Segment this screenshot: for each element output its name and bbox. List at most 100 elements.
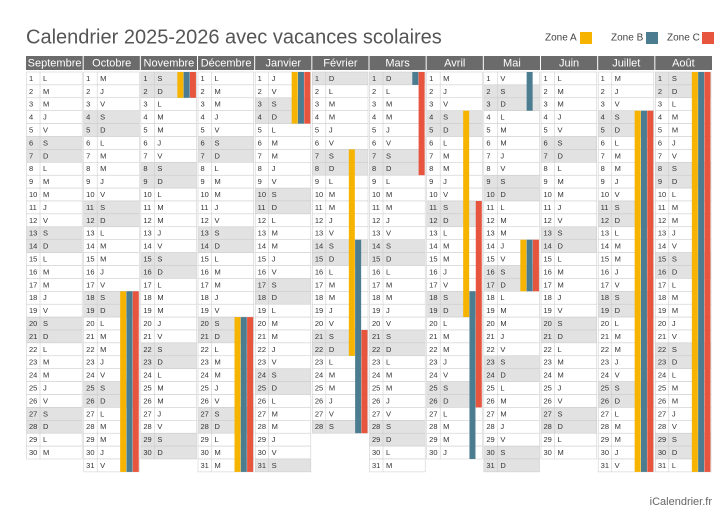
day-number: 3 [86,100,90,109]
day-number: 26 [601,396,609,405]
title: Calendrier 2025-2026 avec vacances scola… [26,26,442,48]
day-number: 26 [544,396,552,405]
weekday: D [672,358,678,367]
weekday: M [386,203,392,212]
day-number: 18 [86,293,94,302]
weekday: L [386,448,390,457]
weekday: D [215,242,221,251]
day-number: 4 [658,113,662,122]
weekday: M [100,74,106,83]
vacation-bar [532,239,539,292]
weekday: V [100,371,105,380]
weekday: M [558,448,564,457]
day-number: 7 [372,151,376,160]
weekday: V [100,280,105,289]
day-number: 21 [486,332,494,341]
day-number: 26 [143,396,151,405]
day-number: 5 [258,126,262,135]
day-number: 11 [601,203,609,212]
weekday: D [386,164,392,173]
weekday: D [615,306,621,315]
day-number: 3 [143,100,147,109]
vacation-bar [412,72,419,85]
weekday: J [443,358,447,367]
weekday: J [272,164,276,173]
day-number: 28 [315,422,323,431]
weekday: J [672,409,676,418]
day-number: 5 [486,126,490,135]
vacation-bar [361,330,368,434]
weekday: M [386,293,392,302]
weekday: J [100,87,104,96]
day-number: 28 [29,422,37,431]
weekday: S [43,319,48,328]
day-cell [197,174,254,189]
weekday: V [672,242,677,251]
day-cell [26,149,83,163]
weekday: V [386,319,391,328]
weekday: M [157,216,163,225]
day-number: 2 [315,87,319,96]
day-number: 29 [429,435,437,444]
weekday: M [272,151,278,160]
weekday: M [272,242,278,251]
weekday: M [100,255,106,264]
weekday: V [615,100,620,109]
day-number: 28 [429,422,437,431]
weekday: D [672,267,678,276]
day-cell [83,110,140,124]
weekday: S [215,229,220,238]
weekday: J [672,138,676,147]
day-number: 9 [86,177,90,186]
day-number: 22 [143,345,151,354]
weekday: L [672,461,676,470]
month-name: Avril [444,57,465,69]
day-number: 1 [143,74,147,83]
weekday: D [272,293,278,302]
weekday: M [215,190,221,199]
day-cell [26,97,83,111]
weekday: M [215,100,221,109]
day-cell [483,136,540,150]
day-cell [426,123,483,137]
weekday: D [558,151,564,160]
weekday: M [215,87,221,96]
weekday: J [215,293,219,302]
day-number: 27 [86,409,94,418]
day-number: 10 [544,190,552,199]
day-number: 10 [486,190,494,199]
weekday: M [558,190,564,199]
day-cell [312,97,369,111]
day-cell [426,136,483,150]
weekday: M [329,384,335,393]
day-number: 24 [201,371,209,380]
weekday: J [615,448,619,457]
weekday: M [558,267,564,276]
weekday: L [215,435,219,444]
day-cell [540,71,597,86]
weekday: M [443,345,449,354]
day-number: 6 [658,138,662,147]
day-number: 4 [486,113,490,122]
day-number: 30 [486,448,494,457]
weekday: D [615,126,621,135]
weekday: L [615,409,619,418]
day-cell [540,110,597,124]
day-number: 7 [486,151,490,160]
weekday: S [386,332,391,341]
weekday: V [329,229,334,238]
weekday: J [672,319,676,328]
day-number: 16 [315,267,323,276]
day-number: 9 [143,177,147,186]
day-number: 11 [429,203,437,212]
weekday: D [500,461,506,470]
day-number: 23 [658,358,666,367]
day-number: 5 [429,126,433,135]
weekday: S [672,345,677,354]
weekday: D [672,87,678,96]
weekday: V [500,345,505,354]
weekday: L [329,267,333,276]
weekday: S [272,190,277,199]
day-cell [312,162,369,176]
weekday: J [558,113,562,122]
